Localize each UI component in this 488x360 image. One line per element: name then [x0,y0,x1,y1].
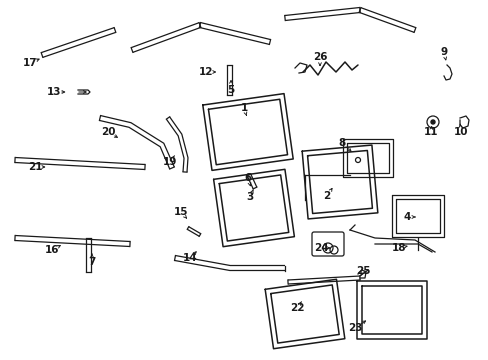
Text: 15: 15 [173,207,188,217]
Text: 21: 21 [28,162,42,172]
Text: 11: 11 [423,127,437,137]
Text: 22: 22 [289,303,304,313]
Text: 6: 6 [244,173,251,183]
Text: 23: 23 [347,323,362,333]
Text: 13: 13 [47,87,61,97]
Text: 3: 3 [246,192,253,202]
Text: 12: 12 [198,67,213,77]
Text: 26: 26 [312,52,326,62]
Text: 17: 17 [22,58,37,68]
Text: 20: 20 [101,127,115,137]
Text: 2: 2 [323,191,330,201]
Circle shape [430,120,434,124]
Text: 14: 14 [183,253,197,263]
Text: 24: 24 [313,243,327,253]
Text: 25: 25 [355,266,369,276]
Text: 4: 4 [403,212,410,222]
Text: 1: 1 [240,103,247,113]
Text: 18: 18 [391,243,406,253]
Text: 7: 7 [88,257,96,267]
Text: 10: 10 [453,127,468,137]
Text: 9: 9 [440,47,447,57]
Text: 19: 19 [163,157,177,167]
Text: 5: 5 [227,85,234,95]
Text: 8: 8 [338,138,345,148]
Text: 16: 16 [45,245,59,255]
